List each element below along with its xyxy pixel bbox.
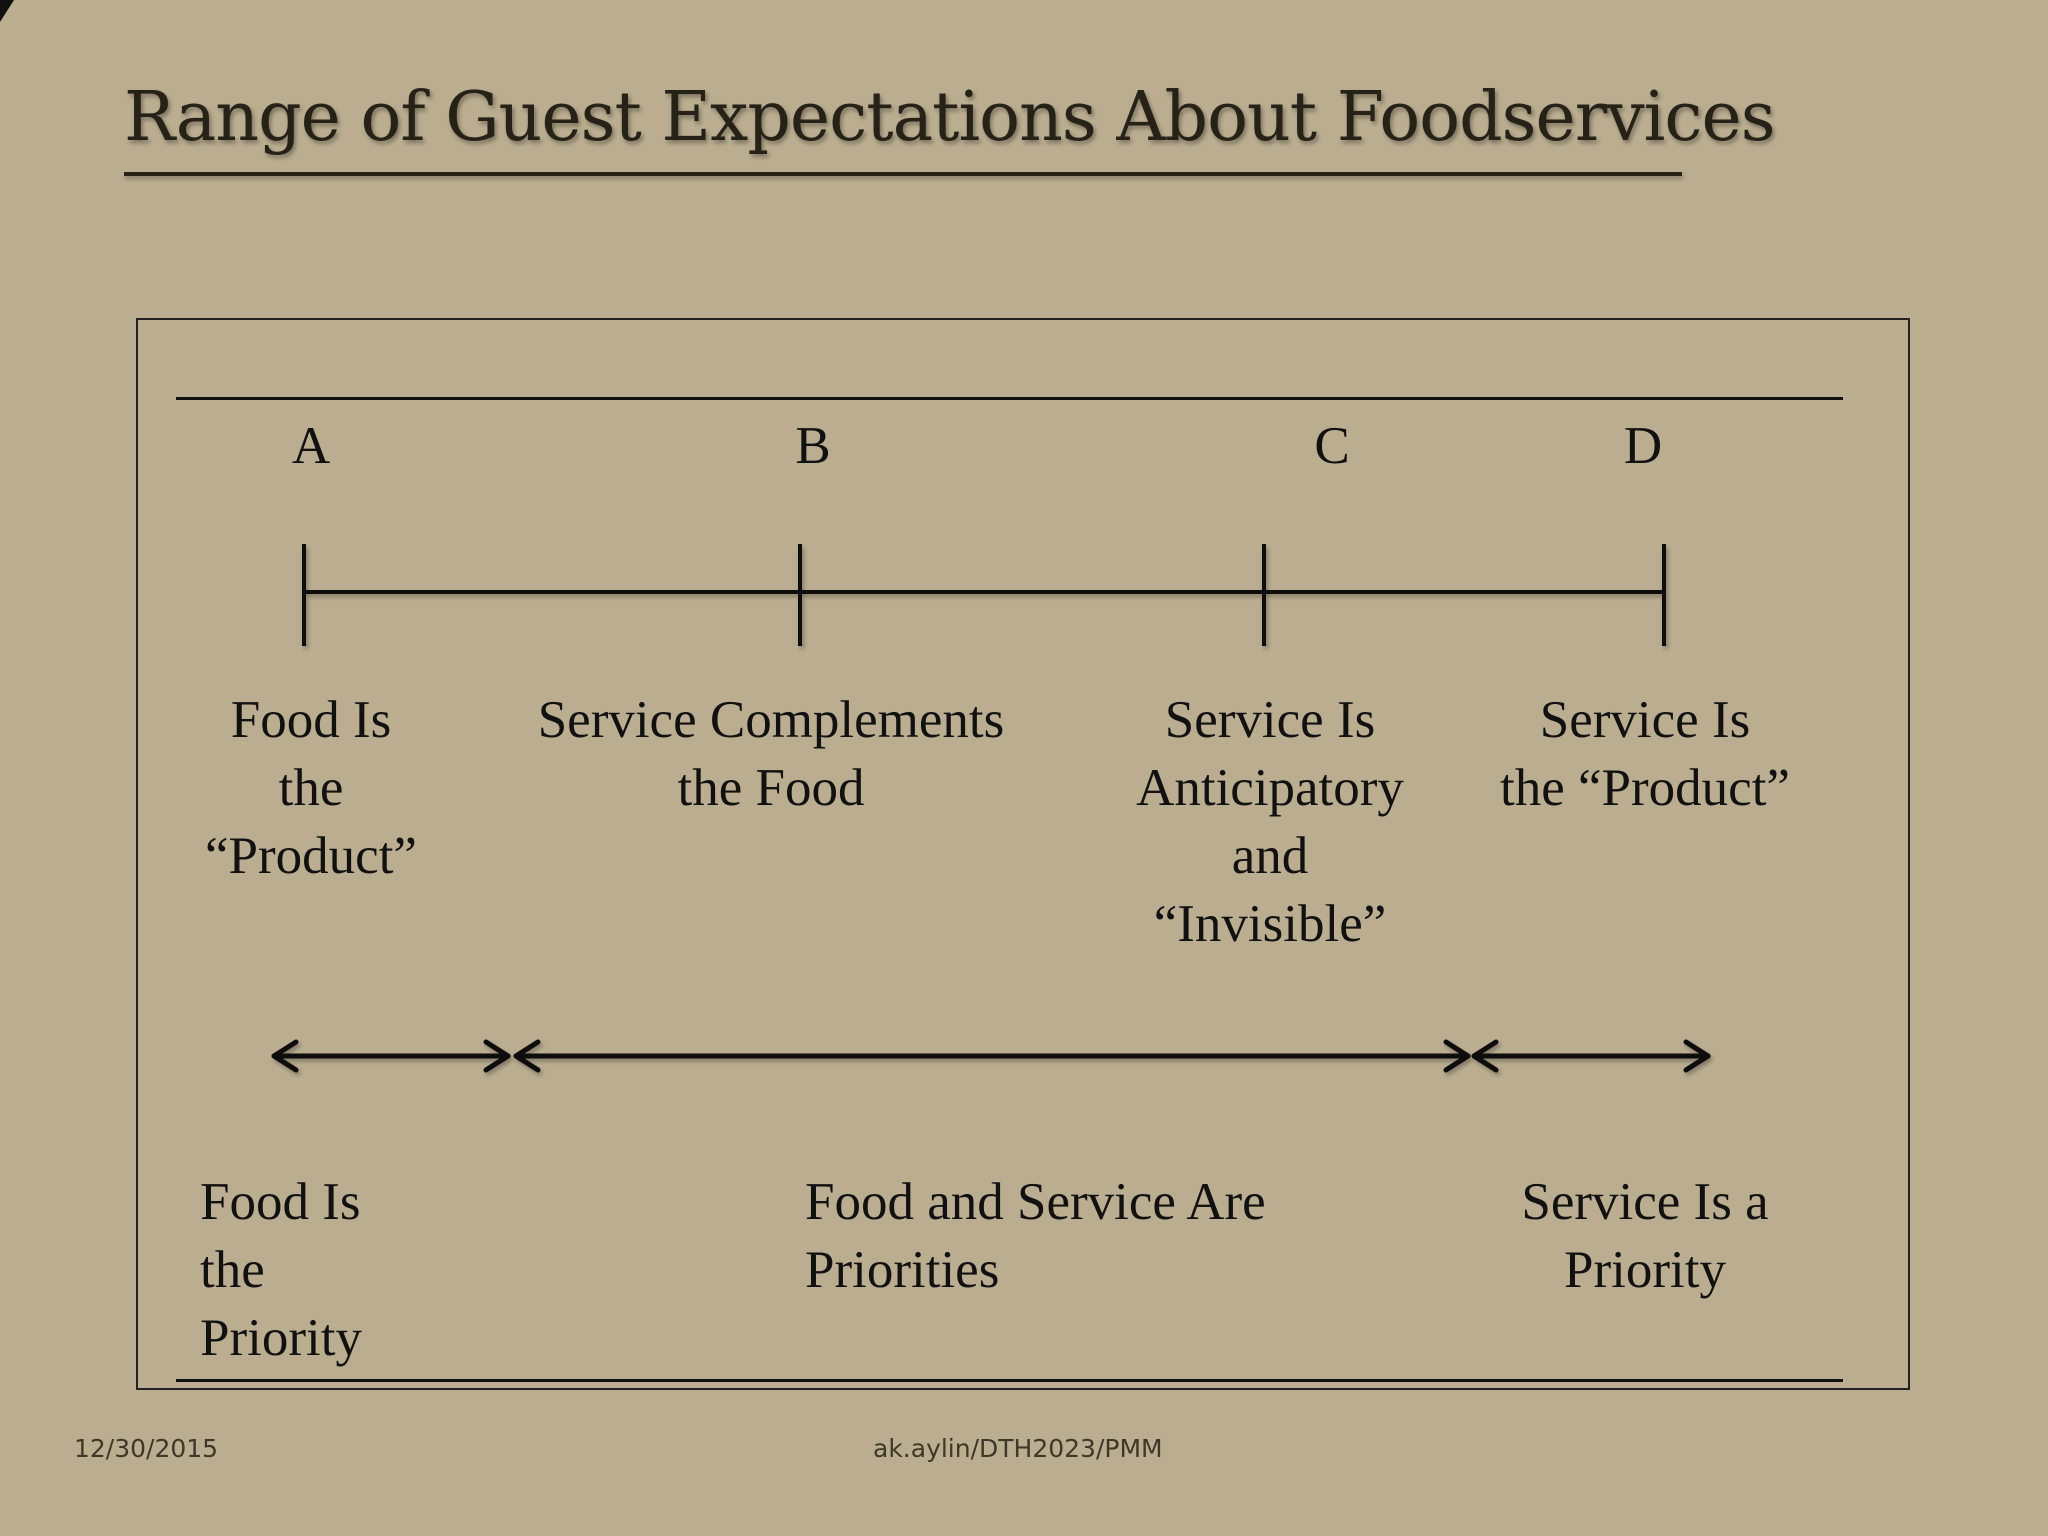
priority-label-food: Food Is the Priority xyxy=(200,1173,362,1367)
point-letter-d: D xyxy=(1623,417,1663,475)
footer-author: ak.aylin/DTH2023/PMM xyxy=(873,1434,1163,1463)
arrow-service-priority xyxy=(1471,1039,1711,1073)
bottom-rule xyxy=(176,1379,1843,1382)
priority-arrows xyxy=(271,1039,1711,1073)
arrow-food-and-service-priority xyxy=(513,1039,1471,1073)
slide-title: Range of Guest Expectations About Foodse… xyxy=(124,78,1776,157)
point-letter-a: A xyxy=(291,417,331,475)
title-underline xyxy=(124,172,1682,176)
diagram-frame xyxy=(136,318,1910,1390)
point-description-b: Service Complements the Food xyxy=(537,691,1005,817)
priority-label-food-and-service: Food and Service Are Priorities xyxy=(805,1173,1266,1299)
corner-arrow-mark xyxy=(0,0,14,22)
point-letter-c: C xyxy=(1314,417,1350,475)
priority-label-service: Service Is a Priority xyxy=(1521,1173,1769,1299)
expectation-scale-line xyxy=(302,544,1666,646)
point-description-a: Food Is the “Product” xyxy=(205,691,417,885)
point-letter-b: B xyxy=(795,417,831,475)
top-rule xyxy=(176,397,1843,400)
point-description-c: Service Is Anticipatory and “Invisible” xyxy=(1136,691,1404,953)
arrow-food-priority xyxy=(271,1039,511,1073)
footer-date: 12/30/2015 xyxy=(74,1434,219,1463)
point-description-d: Service Is the “Product” xyxy=(1500,691,1790,817)
